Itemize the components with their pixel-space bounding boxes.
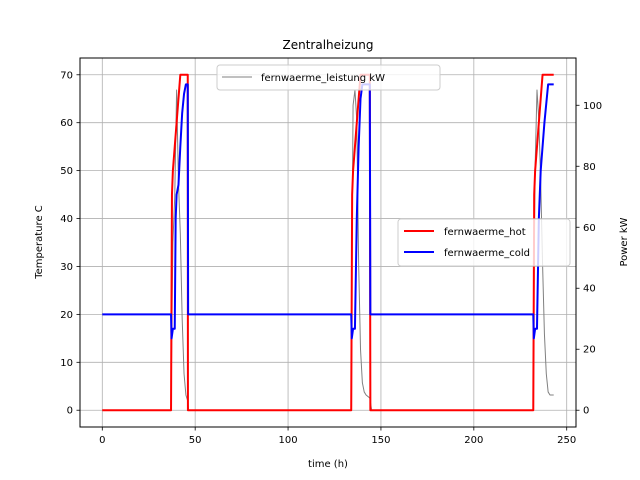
y-left-tick-label: 60 bbox=[60, 118, 73, 129]
legend-temperature-box bbox=[397, 218, 571, 267]
chart-title: Zentralheizung bbox=[283, 38, 374, 52]
y-left-tick-label: 40 bbox=[60, 214, 73, 225]
series-line-fernwaerme-hot bbox=[102, 73, 554, 412]
y-left-tick-label: 50 bbox=[60, 166, 73, 177]
ticks: 0 50 100 150 200 250 0 10 20 30 40 50 60 70 0 20 40 60 80 1… bbox=[60, 70, 602, 446]
x-tick-label: 100 bbox=[279, 435, 298, 446]
y-right-tick-label: 40 bbox=[583, 284, 596, 295]
x-tick-label: 250 bbox=[557, 435, 576, 446]
y-left-tick-label: 20 bbox=[60, 310, 73, 321]
legend-power: fernwaerme_leistung kW bbox=[216, 64, 441, 91]
y-left-tick-label: 0 bbox=[67, 406, 73, 417]
x-tick-label: 0 bbox=[99, 435, 105, 446]
legend-hot-label: fernwaerme_hot bbox=[444, 227, 526, 238]
legend-temperature: fernwaerme_hot fernwaerme_cold bbox=[397, 218, 571, 267]
x-tick-label: 200 bbox=[464, 435, 483, 446]
series-line-fernwaerme-cold bbox=[102, 83, 554, 340]
legend-cold-label: fernwaerme_cold bbox=[444, 248, 530, 259]
y-axis-left-label: Temperature C bbox=[34, 205, 45, 280]
x-axis-label: time (h) bbox=[308, 459, 348, 470]
y-right-tick-label: 0 bbox=[583, 406, 589, 417]
legend-power-box bbox=[216, 64, 441, 91]
y-right-tick-label: 80 bbox=[583, 162, 596, 173]
y-right-tick-label: 60 bbox=[583, 223, 596, 234]
x-tick-label: 150 bbox=[371, 435, 390, 446]
y-axis-right-label: Power kW bbox=[619, 217, 630, 266]
y-left-tick-label: 30 bbox=[60, 262, 73, 273]
y-right-tick-label: 20 bbox=[583, 345, 596, 356]
y-right-tick-label: 100 bbox=[583, 101, 602, 112]
x-tick-label: 50 bbox=[189, 435, 202, 446]
y-left-tick-label: 10 bbox=[60, 358, 73, 369]
legend-power-label: fernwaerme_leistung kW bbox=[261, 73, 385, 84]
y-left-tick-label: 70 bbox=[60, 70, 73, 81]
plot-frame bbox=[79, 57, 577, 428]
